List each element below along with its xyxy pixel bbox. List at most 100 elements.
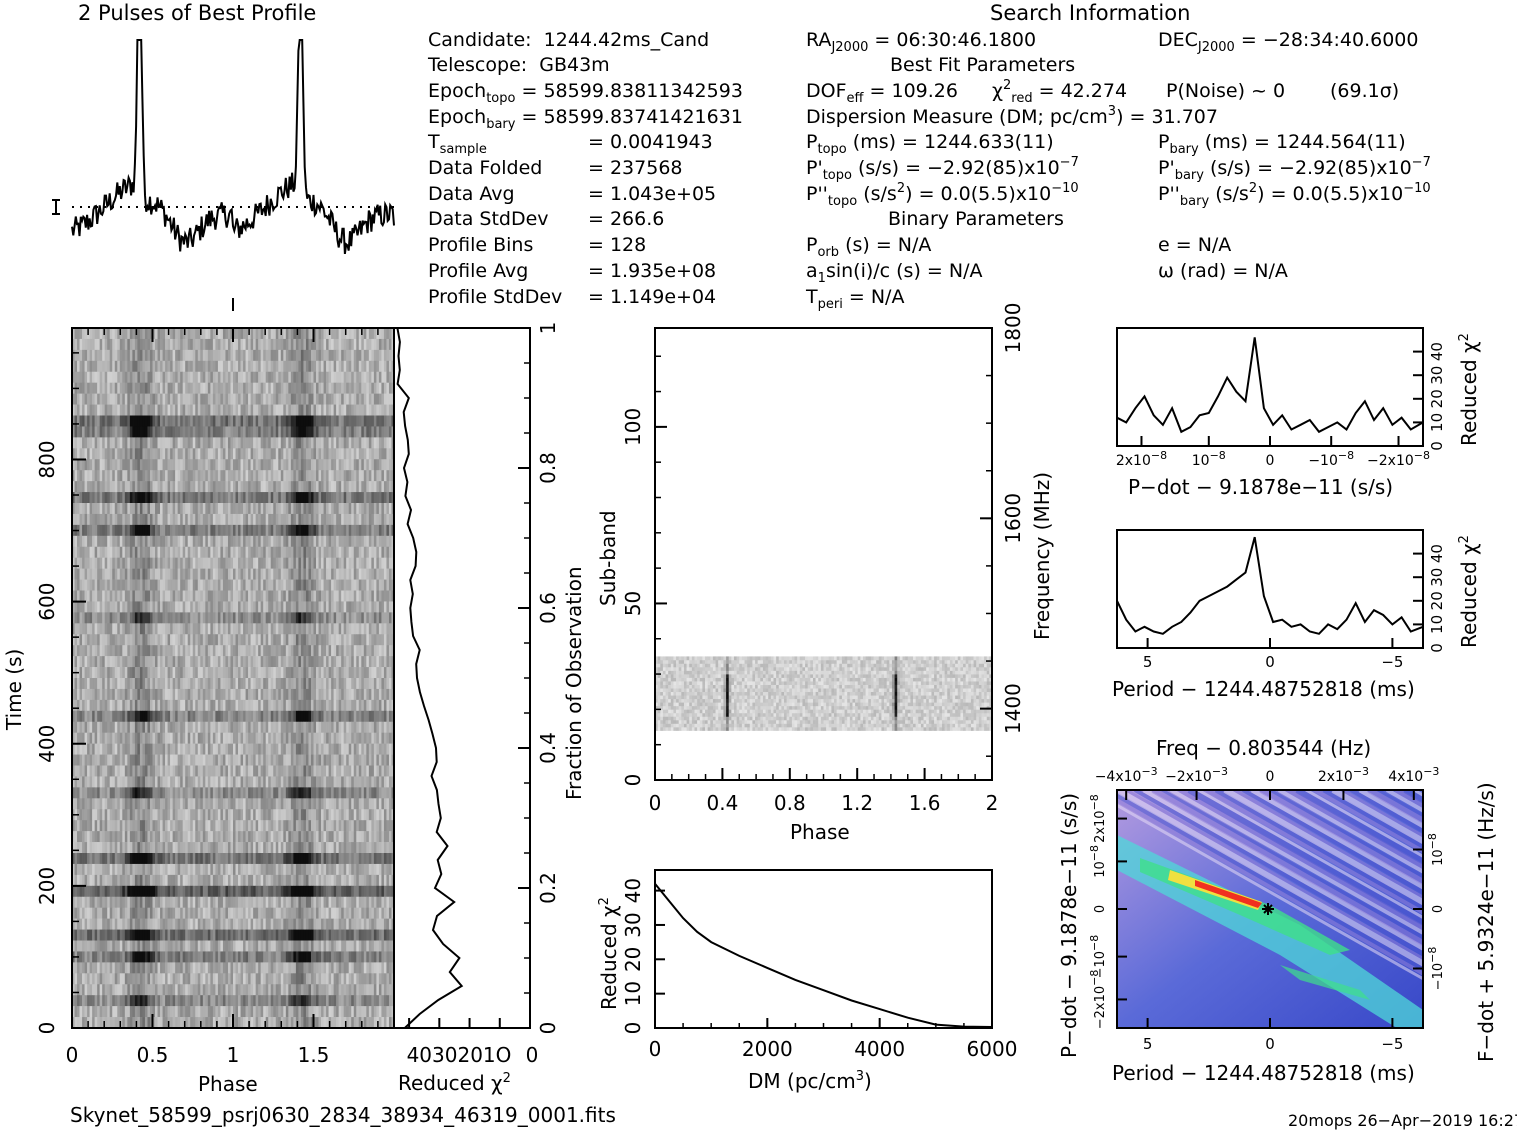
time-phase-cell [212,688,216,701]
time-phase-cell [290,667,294,679]
time-phase-cell [97,601,100,613]
time-phase-cell [326,415,329,427]
time-phase-cell [177,721,181,733]
time-phase-cell [386,393,390,405]
time-phase-cell [92,404,95,416]
time-phase-cell [97,699,100,712]
time-phase-cell [162,667,166,679]
time-phase-cell [142,656,146,668]
time-phase-cell [255,688,259,701]
time-phase-cell [185,415,189,427]
time-phase-cell [313,492,317,504]
time-phase-cell [104,437,108,449]
time-phase-cell [328,601,332,613]
time-phase-cell [112,535,116,548]
time-phase-cell [346,393,350,405]
time-phase-cell [280,667,284,679]
time-phase-cell [318,568,322,580]
time-phase-cell [285,546,289,558]
time-phase-cell [283,448,287,460]
time-phase-cell [177,623,181,635]
time-phase-cell [97,743,100,755]
time-phase-cell [180,557,183,569]
time-phase-cell [391,535,395,548]
time-phase-cell [185,459,189,471]
time-phase-cell [293,568,297,580]
time-phase-cell [318,360,322,373]
time-phase-cell [233,688,236,701]
time-phase-cell [368,437,372,449]
time-phase-cell [137,535,141,548]
time-phase-cell [328,459,332,471]
time-phase-cell [253,590,256,602]
time-phase-cell [72,426,75,438]
time-phase-cell [293,426,297,438]
time-phase-cell [285,349,289,362]
time-phase-cell [326,634,329,646]
time-phase-cell [358,349,362,362]
time-phase-cell [283,328,287,340]
time-phase-cell [361,492,365,504]
time-phase-cell [245,535,249,548]
time-phase-cell [149,382,153,394]
time-phase-cell [303,437,307,449]
time-phase-cell [293,546,297,558]
time-phase-cell [278,481,282,493]
time-phase-cell [275,470,279,482]
time-phase-cell [313,448,317,460]
time-phase-cell [316,481,319,493]
time-phase-cell [227,371,231,383]
time-phase-cell [190,382,194,394]
time-phase-cell [338,601,342,613]
time-phase-cell [162,535,166,548]
time-phase-cell [72,710,75,723]
time-phase-cell [165,349,168,362]
time-phase-cell [102,404,106,416]
time-phase-cell [275,546,279,558]
time-phase-cell [157,513,161,526]
time-phase-cell [230,656,234,668]
time-phase-cell [220,645,224,657]
time-phase-cell [215,448,219,460]
time-phase-cell [376,524,380,537]
time-phase-cell [134,568,138,580]
time-phase-cell [212,699,216,712]
time-phase-cell [295,546,299,558]
time-phase-cell [381,360,385,373]
time-phase-cell [187,710,191,723]
time-phase-cell [300,732,304,744]
time-phase-cell [139,415,143,427]
time-phase-cell [313,634,317,646]
time-phase-cell [336,448,339,460]
time-phase-cell [295,579,299,591]
time-phase-cell [270,459,274,471]
time-phase-cell [308,634,312,646]
time-phase-cell [353,513,357,526]
time-phase-cell [227,481,231,493]
time-phase-cell [243,426,246,438]
time-phase-cell [157,568,161,580]
time-phase-cell [94,535,98,548]
time-phase-cell [205,470,209,482]
time-phase-cell [92,448,95,460]
time-phase-cell [215,535,219,548]
info-profile-avg-label: Profile Avg [428,260,529,282]
time-phase-cell [373,601,377,613]
time-phase-cell [318,404,322,416]
time-phase-cell [376,732,380,744]
time-phase-cell [386,601,390,613]
time-phase-cell [358,678,362,690]
time-phase-cell [260,535,264,548]
time-phase-cell [363,360,367,373]
time-phase-cell [207,448,211,460]
time-phase-cell [230,678,234,690]
time-phase-cell [363,437,367,449]
time-phase-cell [170,667,173,679]
time-phase-cell [243,470,246,482]
time-phase-cell [190,645,194,657]
time-phase-cell [104,557,108,569]
time-phase-cell [112,404,116,416]
time-phase-cell [117,732,121,744]
time-phase-cell [147,732,151,744]
time-phase-cell [298,481,302,493]
